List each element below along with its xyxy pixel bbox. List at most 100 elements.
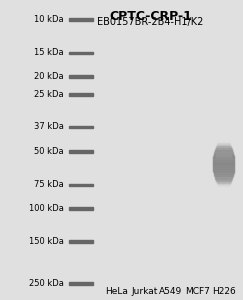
Bar [217, 143, 230, 146]
Bar [217, 181, 230, 184]
Bar [216, 159, 231, 160]
Bar [69, 184, 93, 186]
Bar [69, 18, 93, 21]
Bar [69, 93, 93, 96]
Bar [214, 154, 234, 156]
Bar [69, 150, 93, 153]
Bar [218, 183, 229, 185]
Bar [213, 158, 234, 160]
Bar [217, 183, 230, 185]
Bar [216, 156, 231, 158]
Bar [216, 152, 231, 154]
Bar [216, 148, 232, 150]
Bar [213, 168, 234, 170]
Text: 25 kDa: 25 kDa [34, 90, 64, 99]
Bar [216, 155, 231, 157]
Bar [213, 164, 234, 167]
Bar [218, 184, 229, 186]
Bar [214, 155, 234, 158]
Bar [217, 181, 231, 183]
Text: A549: A549 [159, 287, 182, 296]
Bar [213, 170, 234, 172]
Bar [216, 156, 231, 158]
Bar [213, 163, 234, 165]
Bar [216, 154, 231, 155]
Bar [216, 160, 231, 162]
Bar [215, 151, 233, 153]
Bar [216, 157, 231, 158]
Bar [216, 159, 231, 161]
Bar [216, 179, 231, 182]
Bar [213, 167, 234, 170]
Text: MCF7: MCF7 [185, 287, 210, 296]
Text: 150 kDa: 150 kDa [29, 237, 64, 246]
Bar [215, 149, 232, 151]
Bar [216, 155, 231, 157]
Bar [216, 160, 231, 162]
Bar [69, 240, 93, 243]
Text: Jurkat: Jurkat [131, 287, 157, 296]
Bar [216, 180, 231, 182]
Bar [213, 166, 234, 168]
Bar [216, 160, 231, 161]
Text: 100 kDa: 100 kDa [29, 204, 64, 213]
Text: 10 kDa: 10 kDa [34, 15, 64, 24]
Bar [218, 143, 229, 145]
Bar [213, 169, 234, 172]
Bar [216, 158, 231, 160]
Bar [213, 158, 234, 160]
Bar [216, 153, 231, 154]
Bar [216, 147, 231, 149]
Bar [213, 164, 234, 166]
Bar [69, 207, 93, 210]
Bar [213, 167, 234, 169]
Bar [216, 178, 231, 181]
Bar [213, 165, 234, 167]
Bar [69, 52, 93, 54]
Text: CPTC-CRP-1: CPTC-CRP-1 [109, 11, 192, 23]
Bar [214, 173, 233, 175]
Text: H226: H226 [212, 287, 235, 296]
Bar [214, 152, 233, 154]
Text: 20 kDa: 20 kDa [34, 72, 64, 81]
Bar [213, 156, 234, 158]
Text: 250 kDa: 250 kDa [29, 279, 64, 288]
Bar [216, 154, 231, 155]
Bar [214, 171, 234, 173]
Bar [216, 154, 231, 156]
Bar [215, 177, 232, 179]
Bar [217, 144, 230, 146]
Text: 50 kDa: 50 kDa [34, 147, 64, 156]
Bar [69, 126, 93, 128]
Bar [216, 146, 231, 148]
Bar [216, 153, 231, 154]
Bar [215, 148, 232, 151]
Bar [213, 161, 234, 163]
Bar [216, 158, 231, 159]
Bar [215, 176, 232, 178]
Text: 75 kDa: 75 kDa [34, 180, 64, 189]
Bar [214, 174, 233, 176]
Bar [69, 75, 93, 78]
Bar [69, 282, 93, 285]
Bar [217, 182, 230, 184]
Bar [213, 160, 234, 163]
Bar [217, 145, 230, 147]
Bar [213, 160, 234, 162]
Bar [215, 175, 233, 177]
Bar [214, 173, 233, 176]
Text: 37 kDa: 37 kDa [34, 122, 64, 131]
Bar [216, 178, 232, 180]
Bar [217, 146, 231, 148]
Text: 15 kDa: 15 kDa [34, 48, 64, 57]
Bar [214, 172, 233, 174]
Bar [213, 159, 234, 161]
Bar [215, 150, 232, 152]
Text: EB0157BR-2B4-H1/K2: EB0157BR-2B4-H1/K2 [97, 16, 204, 26]
Bar [213, 157, 234, 159]
Text: HeLa: HeLa [105, 287, 128, 296]
Bar [214, 153, 233, 155]
Bar [216, 157, 231, 159]
Bar [214, 155, 234, 157]
Bar [215, 151, 233, 153]
